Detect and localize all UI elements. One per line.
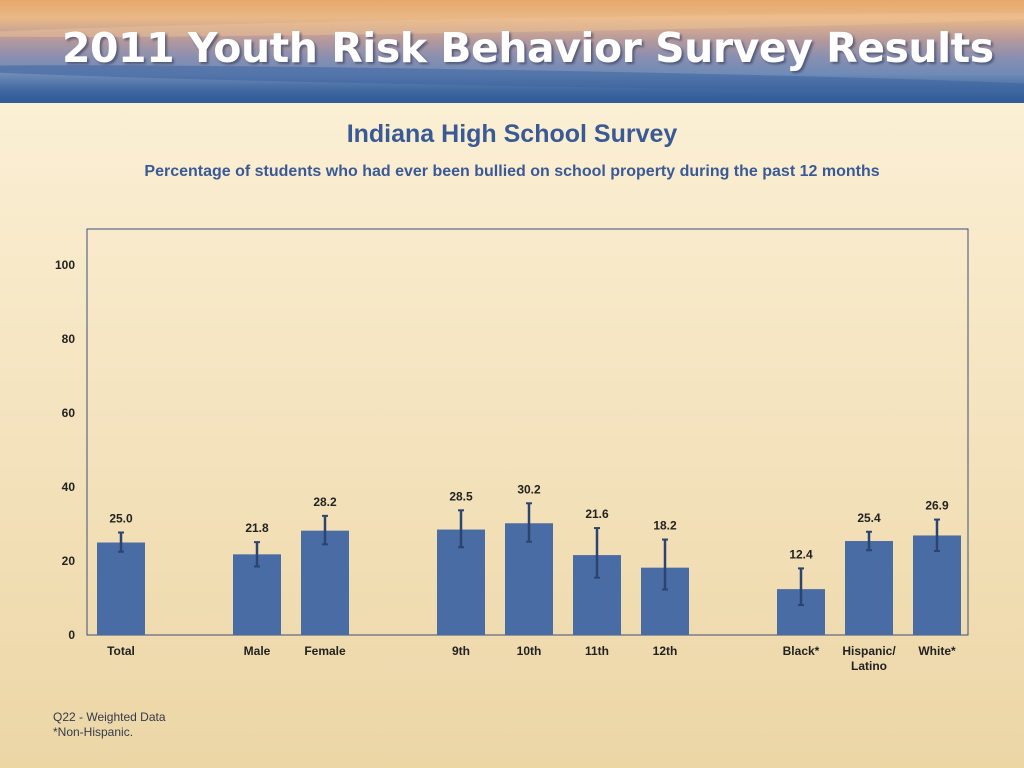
chart-subtitle: Percentage of students who had ever been…: [144, 163, 880, 180]
data-label: 12.4: [789, 547, 813, 561]
banner-title: 2011 Youth Risk Behavior Survey Results: [62, 24, 994, 72]
data-label: 26.9: [925, 499, 949, 513]
bar: [233, 554, 281, 635]
chart-title: Indiana High School Survey: [346, 120, 678, 148]
y-tick-label: 60: [62, 406, 76, 420]
y-tick-label: 40: [62, 480, 76, 494]
x-tick-label: Male: [244, 644, 271, 658]
x-tick-label: White*: [918, 644, 956, 658]
x-tick-label: 12th: [653, 644, 678, 658]
y-tick-label: 20: [62, 554, 76, 568]
y-tick-label: 80: [62, 332, 76, 346]
y-tick-label: 0: [68, 628, 75, 642]
data-label: 25.0: [109, 512, 133, 526]
x-tick-label: 10th: [517, 644, 542, 658]
x-tick-label: Total: [107, 644, 135, 658]
x-tick-label: Latino: [851, 659, 887, 673]
data-label: 25.4: [857, 511, 881, 525]
data-label: 28.5: [449, 489, 473, 503]
bar-chart: 0 20 40 60 80 100 25.0 Total 21.8 Male 28.2 Female 2…: [55, 228, 969, 673]
x-tick-label: Black*: [783, 644, 820, 658]
data-label: 21.8: [245, 521, 269, 535]
data-label: 30.2: [517, 482, 541, 496]
bar: [913, 535, 961, 635]
header-banner: 2011 Youth Risk Behavior Survey Results: [0, 0, 1024, 103]
footnote-non-hispanic: *Non-Hispanic.: [53, 725, 134, 739]
x-tick-label: 11th: [585, 644, 609, 658]
x-tick-label: Hispanic/: [842, 644, 896, 658]
y-tick-label: 100: [55, 258, 75, 272]
data-label: 28.2: [313, 495, 337, 509]
footnote-weighted: Q22 - Weighted Data: [53, 710, 166, 724]
data-label: 21.6: [585, 507, 609, 521]
bar: [301, 530, 349, 635]
bar: [97, 542, 145, 635]
x-tick-label: Female: [304, 644, 346, 658]
x-tick-label: 9th: [452, 644, 470, 658]
data-label: 18.2: [653, 519, 677, 533]
bar: [845, 541, 893, 635]
